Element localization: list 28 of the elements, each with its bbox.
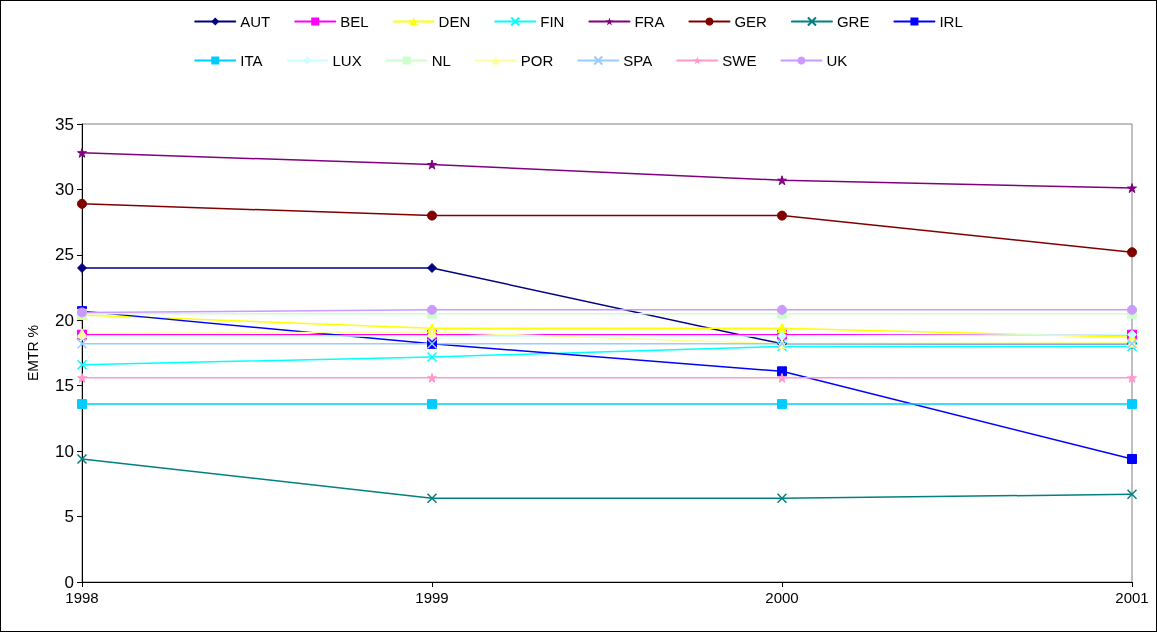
legend-label: FIN [540, 13, 565, 30]
y-tick-label: 5 [64, 507, 74, 527]
legend-label: IRL [939, 13, 963, 30]
legend-label: AUT [240, 13, 271, 30]
y-tick-label: 20 [55, 310, 74, 330]
legend-label: GER [734, 13, 768, 30]
legend-label: UK [826, 52, 848, 69]
x-tick-label: 1998 [65, 589, 99, 606]
legend-label: FRA [634, 13, 665, 30]
x-tick-label: 2001 [1115, 589, 1149, 606]
x-tick-label: 1999 [415, 589, 449, 606]
y-tick-label: 10 [55, 441, 74, 461]
legend-label: BEL [340, 13, 369, 30]
y-tick-label: 35 [55, 114, 74, 134]
legend-label: LUX [332, 52, 362, 69]
y-tick-label: 25 [55, 245, 74, 265]
legend-label: SPA [623, 52, 653, 69]
legend-label: NL [431, 52, 451, 69]
legend-label: POR [520, 52, 554, 69]
y-axis-title: EMTR % [25, 325, 41, 381]
y-tick-label: 0 [64, 572, 74, 592]
y-tick-label: 30 [55, 179, 74, 199]
legend-label: DEN [438, 13, 471, 30]
legend-label: GRE [836, 13, 870, 30]
x-tick-label: 2000 [765, 589, 799, 606]
legend-label: SWE [722, 52, 757, 69]
y-tick-label: 15 [55, 376, 74, 396]
legend-label: ITA [240, 52, 263, 69]
